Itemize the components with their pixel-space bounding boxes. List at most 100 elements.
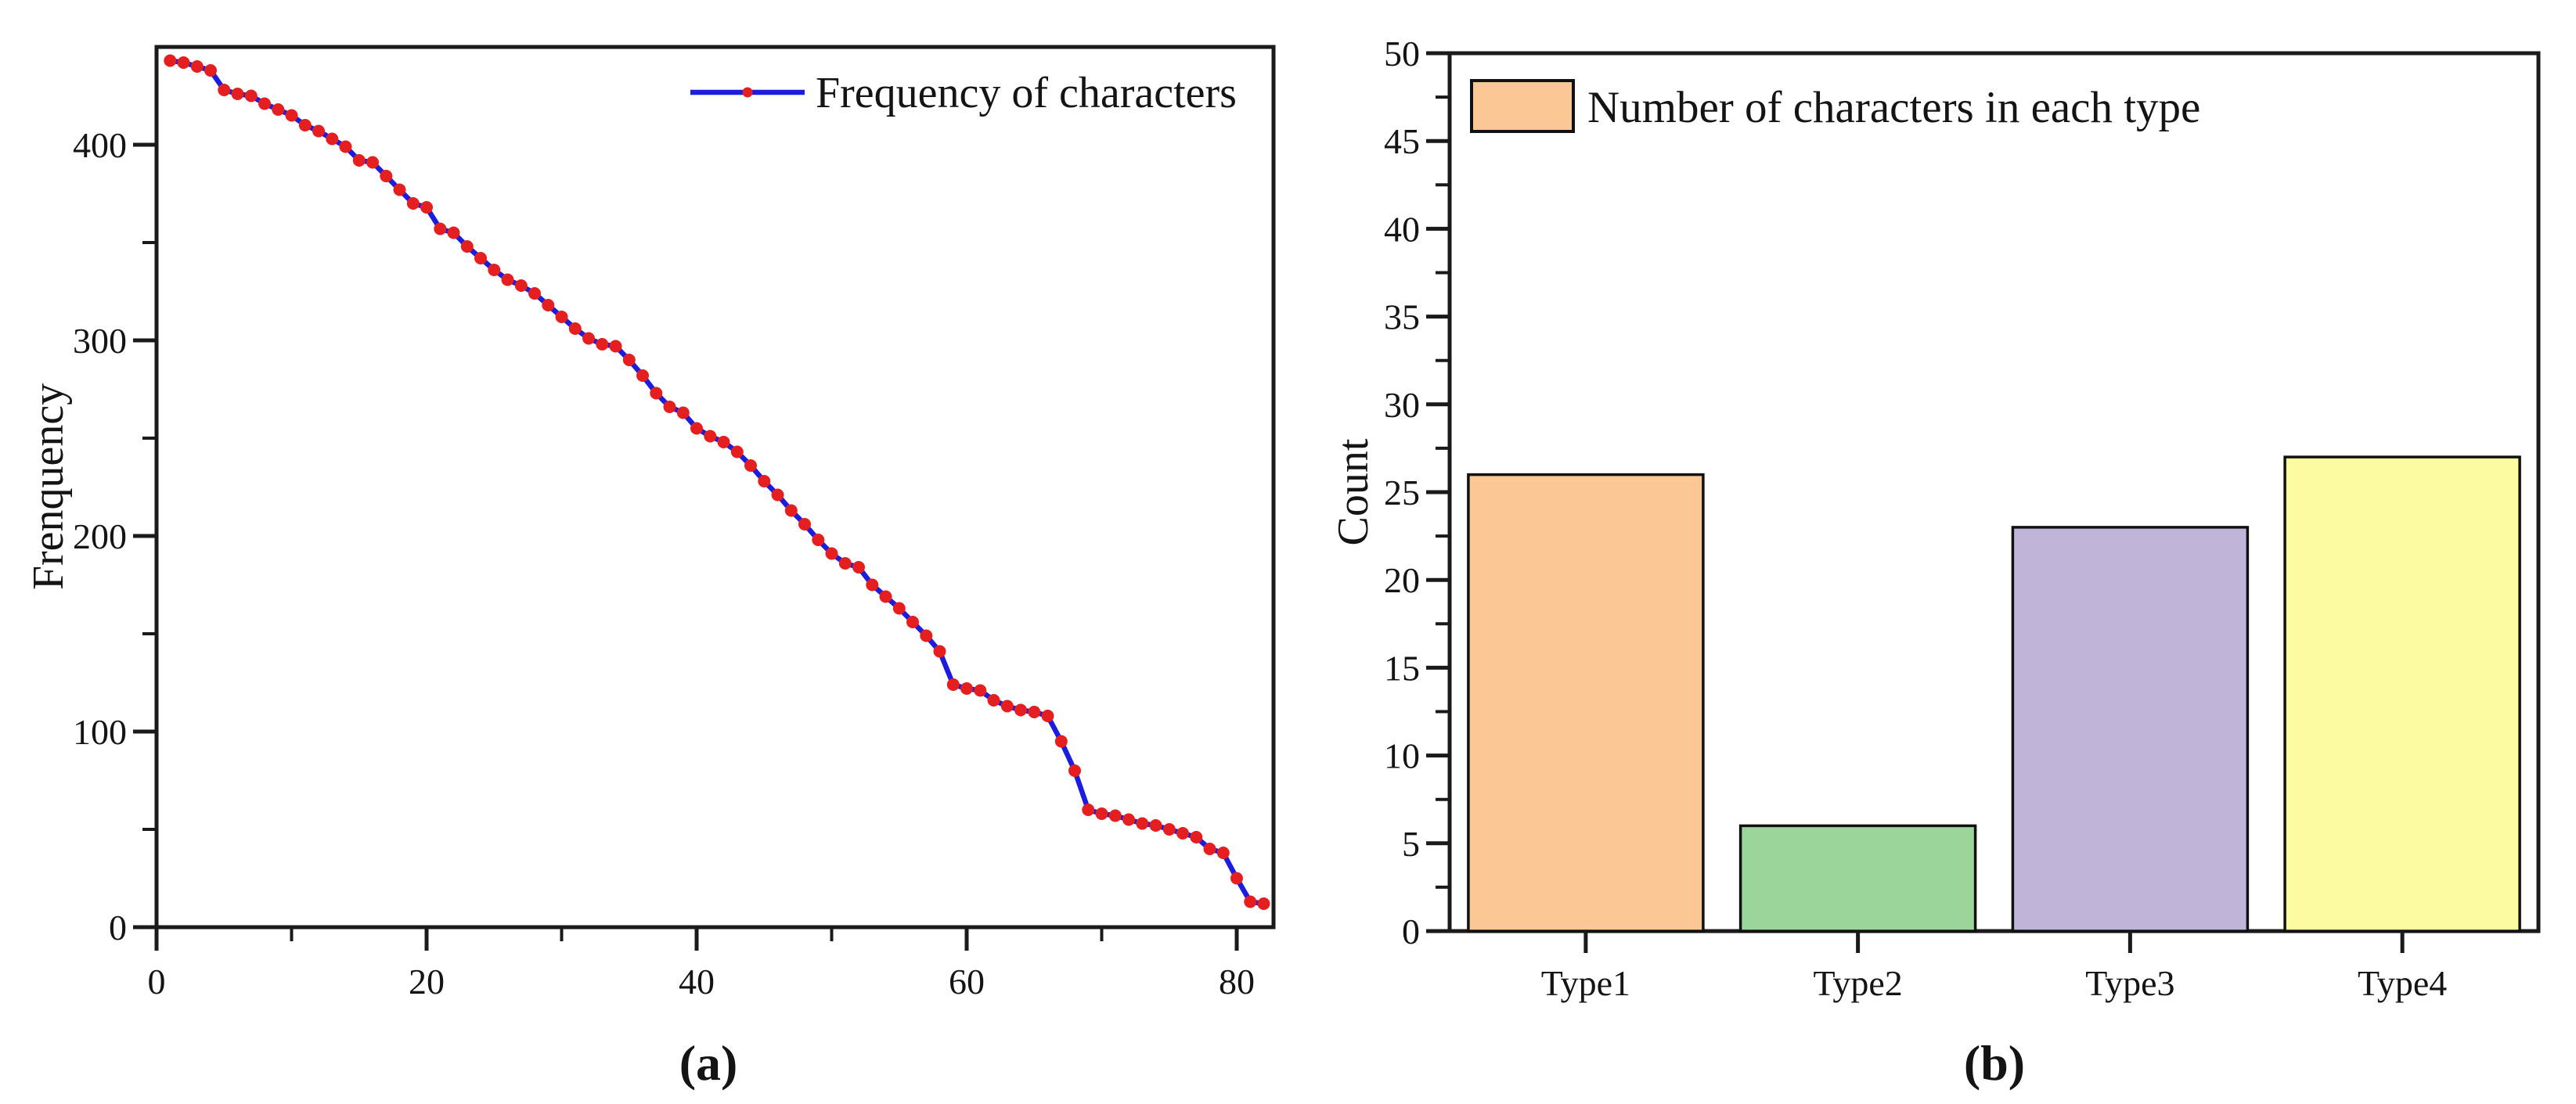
bar	[2283, 455, 2521, 933]
y-tick-label: 200	[73, 516, 127, 556]
data-point	[690, 422, 703, 435]
data-point	[244, 89, 258, 102]
data-point	[758, 475, 771, 487]
data-point	[258, 97, 271, 110]
data-point	[420, 201, 433, 214]
x-tick-label: 0	[148, 962, 166, 1002]
data-point	[514, 279, 528, 292]
data-point	[622, 354, 636, 366]
y-tick-label: 10	[1384, 736, 1420, 776]
data-point	[1014, 703, 1027, 717]
chart-a-y-axis-title: Frenquency	[24, 383, 73, 590]
data-point	[609, 340, 622, 353]
bar	[1467, 473, 1705, 933]
data-point	[326, 132, 339, 146]
data-point	[974, 684, 987, 697]
y-tick-label: 400	[73, 125, 127, 165]
data-point	[460, 240, 474, 253]
y-tick-label: 20	[1384, 560, 1420, 600]
chart-a: 0 100 200 300 400 0 20 40 60 80 Frenquency Freque…	[24, 45, 1276, 1091]
chart-b: 0 5 10 15 20 25 30 35 40 45 50 Type1 Type2 Type3 Type4…	[1331, 34, 2541, 1091]
y-tick-label: 0	[109, 908, 127, 948]
data-point	[1203, 843, 1216, 855]
chart-a-legend: Frequency of characters	[690, 69, 1237, 117]
x-tick-label: 60	[949, 962, 985, 1002]
category-label: Type2	[1813, 963, 1902, 1003]
bar	[2011, 526, 2250, 933]
data-point	[474, 252, 487, 264]
data-point	[1162, 823, 1176, 836]
y-tick-label: 50	[1384, 34, 1420, 74]
data-point	[784, 504, 798, 517]
plot-frame	[154, 45, 1276, 930]
data-point	[946, 678, 960, 691]
data-point	[1028, 706, 1041, 718]
data-point	[312, 124, 325, 138]
data-point	[555, 311, 568, 323]
data-point	[852, 561, 865, 574]
data-point	[568, 322, 582, 335]
data-point	[636, 369, 649, 382]
data-point	[352, 154, 366, 167]
data-point	[1054, 735, 1068, 748]
data-point	[1136, 817, 1149, 830]
data-point	[231, 88, 244, 100]
category-label: Type3	[2085, 963, 2174, 1003]
data-point	[1041, 710, 1054, 722]
data-point	[1176, 827, 1189, 840]
y-tick-label: 25	[1384, 473, 1420, 512]
x-tick-label: 80	[1219, 962, 1255, 1002]
y-tick-label: 100	[73, 712, 127, 752]
y-tick-label: 30	[1384, 385, 1420, 425]
data-point	[1000, 699, 1014, 713]
data-point	[730, 445, 744, 459]
data-point	[447, 226, 460, 239]
data-point	[838, 557, 852, 570]
legend-marker-sample	[742, 87, 753, 98]
data-point	[920, 629, 933, 642]
data-point	[1230, 872, 1243, 885]
y-tick-label: 300	[73, 321, 127, 361]
data-point	[1082, 804, 1095, 816]
data-point	[596, 338, 609, 351]
bar	[1738, 824, 1977, 933]
data-point	[717, 436, 730, 448]
data-point	[339, 140, 352, 153]
data-point	[1108, 809, 1122, 822]
data-point	[798, 518, 811, 530]
data-point	[906, 616, 919, 628]
data-point	[528, 287, 541, 300]
data-point	[892, 602, 906, 615]
data-point	[744, 459, 757, 472]
data-point	[987, 694, 1000, 707]
data-point	[434, 222, 447, 236]
chart-b-legend: Number of characters in each type	[1470, 79, 2200, 133]
data-point	[650, 387, 663, 400]
data-point	[1216, 847, 1230, 859]
data-point	[177, 56, 190, 69]
data-point	[1095, 807, 1108, 820]
y-tick-label: 40	[1384, 209, 1420, 249]
data-point	[393, 183, 406, 196]
chart-a-axes: 0 100 200 300 400 0 20 40 60 80	[73, 45, 1276, 1002]
data-point	[406, 197, 420, 210]
data-point	[812, 534, 825, 546]
chart-b-y-axis-title: Count	[1331, 438, 1378, 545]
data-point	[771, 488, 784, 502]
chart-b-legend-label: Number of characters in each type	[1587, 83, 2200, 132]
data-point	[825, 547, 838, 560]
data-point	[866, 578, 879, 592]
data-point	[1244, 895, 1257, 908]
data-point	[1122, 813, 1135, 826]
data-point	[366, 156, 379, 169]
data-point	[501, 273, 514, 286]
data-point	[582, 332, 595, 345]
data-point	[879, 590, 892, 603]
data-point	[1068, 764, 1081, 777]
category-label: Type1	[1541, 963, 1630, 1003]
panel-a-label: (a)	[679, 1035, 738, 1091]
data-point	[190, 60, 204, 73]
data-point	[960, 682, 973, 695]
data-point	[380, 170, 393, 182]
